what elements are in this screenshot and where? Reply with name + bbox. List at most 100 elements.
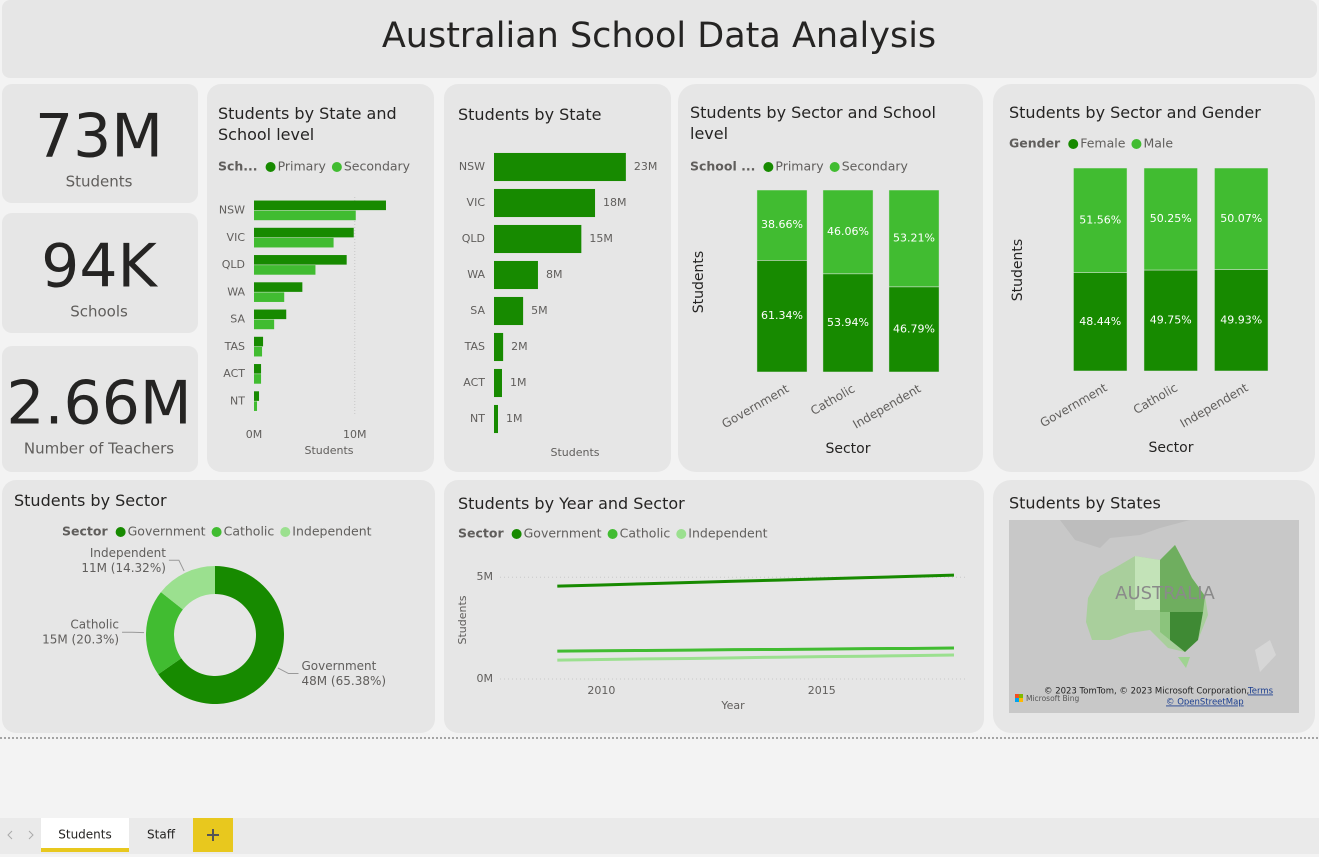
- legend-title: Sch...: [218, 159, 258, 174]
- slice-label: Independent: [90, 546, 166, 560]
- donut-slice: [146, 592, 183, 675]
- donut-slice: [158, 566, 285, 705]
- tab-active[interactable]: [41, 818, 129, 852]
- map-osm-link[interactable]: © OpenStreetMap: [1166, 698, 1244, 708]
- bar-segment: [756, 260, 808, 373]
- chart-title: Students by States: [1009, 494, 1161, 513]
- y-tick-label: QLD: [462, 232, 485, 245]
- leader-line: [277, 667, 299, 675]
- y-tick-label: QLD: [222, 258, 245, 271]
- dashboard-title: Australian School Data Analysis: [382, 16, 936, 56]
- x-tick-label: 0M: [246, 428, 263, 441]
- donut-slice: [160, 566, 215, 610]
- map-land-nz: [1255, 640, 1276, 672]
- legend-label: Male: [1143, 136, 1173, 151]
- data-label: 51.56%: [1079, 213, 1121, 226]
- bar: [254, 391, 260, 401]
- y-tick-label: TAS: [464, 340, 485, 353]
- bar-segment: [756, 189, 808, 261]
- bar: [494, 260, 538, 290]
- bar: [494, 332, 504, 362]
- leader-line: [168, 559, 185, 572]
- chart-title: Students by State and School level: [218, 104, 402, 144]
- slice-value: 15M (20.3%): [42, 633, 119, 647]
- chart-panel: [444, 480, 984, 733]
- legend-marker: [829, 162, 840, 172]
- data-label: 53.94%: [827, 316, 869, 329]
- bar-segment: [1214, 167, 1269, 270]
- tab-scroll-right[interactable]: [28, 830, 34, 840]
- y-tick-label: NSW: [219, 204, 245, 217]
- slice-label: Catholic: [70, 618, 119, 632]
- bar: [254, 336, 264, 347]
- legend-label: Catholic: [224, 524, 275, 539]
- legend-title: Gender: [1009, 136, 1061, 151]
- y-tick-label: ACT: [223, 367, 245, 380]
- tab-scroll-left[interactable]: [7, 830, 13, 840]
- axis-title: Year: [720, 699, 745, 712]
- y-tick-label: ACT: [463, 376, 485, 389]
- legend-marker: [511, 529, 522, 539]
- map: [1009, 520, 1299, 713]
- axis-title: Students: [456, 595, 469, 644]
- legend-marker: [1068, 139, 1079, 149]
- y-tick-label: NT: [230, 394, 245, 407]
- y-tick-label: NSW: [459, 160, 485, 173]
- axis-title: Students: [550, 446, 599, 459]
- x-tick-label: 10M: [343, 428, 367, 441]
- legend-label: Government: [524, 526, 602, 541]
- map-state: [1178, 657, 1190, 668]
- data-label: 61.34%: [761, 309, 803, 322]
- line-series: [557, 646, 954, 653]
- y-tick-label: SA: [470, 304, 485, 317]
- legend-marker: [763, 162, 774, 172]
- data-label: 1M: [510, 376, 527, 389]
- legend-title: School ...: [690, 159, 755, 174]
- y-tick-label: TAS: [224, 340, 245, 353]
- logo-square: [1019, 694, 1023, 698]
- data-label: 2M: [511, 340, 527, 353]
- y-tick-label: SA: [230, 313, 245, 326]
- data-label: 5M: [531, 304, 548, 317]
- card-panel: [2, 213, 198, 333]
- chart-title: Students by State: [458, 105, 601, 124]
- bar-segment: [822, 189, 874, 275]
- map-terms-link[interactable]: Terms: [1247, 687, 1274, 697]
- logo-square: [1015, 698, 1019, 702]
- slice-value: 48M (65.38%): [301, 674, 386, 688]
- data-label: 8M: [546, 268, 563, 281]
- tab-bar: Students Staff: [0, 818, 1319, 854]
- data-label: 23M: [634, 160, 658, 173]
- bar: [254, 346, 263, 357]
- map-state: [1170, 612, 1203, 652]
- bar-segment: [1143, 269, 1198, 372]
- map-attribution: © 2023 TomTom, © 2023 Microsoft Corporat…: [1044, 687, 1249, 697]
- tab-label[interactable]: Students: [58, 828, 112, 842]
- line-series: [557, 653, 955, 662]
- bar: [254, 292, 285, 302]
- bar-segment: [822, 273, 874, 373]
- y-tick-label: WA: [227, 285, 245, 298]
- bar-segment: [888, 286, 940, 373]
- slice-label: Government: [301, 659, 376, 673]
- bar: [254, 282, 303, 292]
- axis-title: Sector: [825, 441, 870, 457]
- bar: [254, 319, 275, 330]
- bar: [494, 188, 596, 218]
- chart-title: Students by Year and Sector: [458, 494, 685, 513]
- tab-label[interactable]: Staff: [147, 828, 176, 842]
- data-label: 53.21%: [893, 231, 935, 244]
- card-label: Students: [66, 173, 133, 191]
- bar: [254, 227, 354, 238]
- y-tick-label: 5M: [477, 570, 494, 583]
- card-value: 94K: [41, 232, 158, 302]
- legend-title: Sector: [458, 526, 504, 541]
- legend-marker: [607, 529, 618, 539]
- y-tick-label: VIC: [467, 196, 486, 209]
- legend-marker: [331, 162, 342, 172]
- card-label: Schools: [70, 303, 128, 321]
- map-logo: Microsoft Bing: [1026, 694, 1079, 703]
- data-label: 46.06%: [827, 225, 869, 238]
- bar: [254, 237, 334, 248]
